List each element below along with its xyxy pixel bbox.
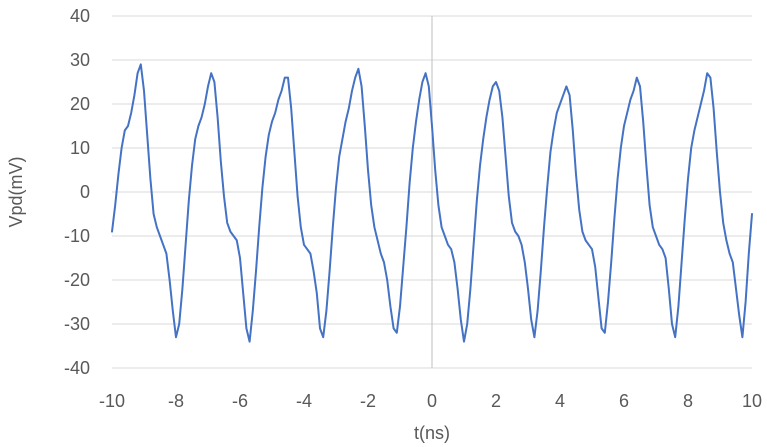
x-axis-title: t(ns) — [414, 423, 450, 443]
y-tick-label: 20 — [70, 94, 90, 114]
x-tick-labels: -10 -8 -6 -4 -2 0 2 4 6 8 10 — [99, 391, 762, 411]
x-tick-label: -2 — [360, 391, 376, 411]
y-axis-title: Vpd(mV) — [6, 156, 26, 227]
x-tick-label: 2 — [491, 391, 501, 411]
y-tick-label: 10 — [70, 138, 90, 158]
series-line-0 — [111, 63, 753, 343]
y-tick-labels: -40 -30 -20 -10 0 10 20 30 40 — [64, 6, 90, 378]
y-tick-label: -30 — [64, 314, 90, 334]
x-tick-label: 0 — [427, 391, 437, 411]
y-tick-label: 40 — [70, 6, 90, 26]
x-tick-label: -10 — [99, 391, 125, 411]
x-tick-label: -4 — [296, 391, 312, 411]
x-tick-label: 4 — [555, 391, 565, 411]
gridlines — [112, 15, 752, 369]
y-tick-label: -40 — [64, 358, 90, 378]
x-tick-label: 8 — [683, 391, 693, 411]
y-tick-label: 30 — [70, 50, 90, 70]
x-tick-label: -8 — [168, 391, 184, 411]
y-tick-label: 0 — [80, 182, 90, 202]
y-tick-label: -20 — [64, 270, 90, 290]
series-layer — [111, 63, 753, 343]
x-tick-label: 10 — [742, 391, 762, 411]
x-tick-label: 6 — [619, 391, 629, 411]
x-tick-label: -6 — [232, 391, 248, 411]
y-tick-label: -10 — [64, 226, 90, 246]
